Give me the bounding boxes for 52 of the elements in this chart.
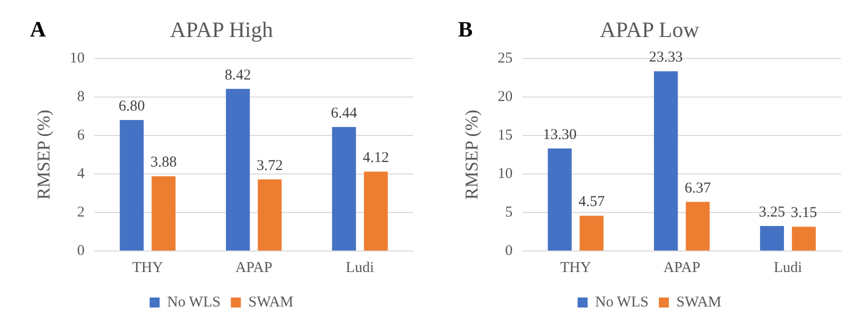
bar xyxy=(152,176,176,250)
y-tick-label: 0 xyxy=(77,242,85,259)
bar xyxy=(654,71,678,250)
bar xyxy=(332,126,356,250)
y-tick-label: 6 xyxy=(77,127,86,144)
bar xyxy=(364,172,388,250)
legend-label: SWAM xyxy=(676,294,722,310)
x-tick-label: Ludi xyxy=(774,260,802,276)
y-tick-label: 8 xyxy=(77,88,85,105)
y-tick-label: 0 xyxy=(505,242,513,259)
data-label: 3.15 xyxy=(790,205,817,222)
text: A xyxy=(30,16,46,42)
y-tick-label: 10 xyxy=(70,50,85,66)
bar xyxy=(792,226,816,250)
chart-title: APAP High xyxy=(170,16,273,42)
chart-title: APAP Low xyxy=(600,16,700,42)
bar xyxy=(580,216,604,250)
y-tick-label: 25 xyxy=(498,50,513,66)
bar xyxy=(686,202,710,250)
x-tick-label: APAP xyxy=(663,260,700,276)
y-axis-title: RMSEP (%) xyxy=(34,110,54,200)
y-tick-label: 20 xyxy=(498,88,513,105)
x-tick-label: THY xyxy=(132,260,164,276)
data-label: 4.57 xyxy=(578,194,606,210)
data-label: 3.88 xyxy=(150,154,177,171)
y-tick-label: 4 xyxy=(77,166,86,182)
bar xyxy=(120,120,144,250)
y-axis-title: RMSEP (%) xyxy=(462,110,482,200)
bar xyxy=(548,148,572,250)
data-label: 4.12 xyxy=(362,150,389,166)
bar xyxy=(760,226,784,250)
x-tick-label: Ludi xyxy=(346,260,374,276)
x-tick-label: APAP xyxy=(235,260,272,276)
legend-label: No WLS xyxy=(167,294,221,310)
legend-label: No WLS xyxy=(595,294,649,310)
y-tick-label: 15 xyxy=(498,127,513,144)
bar xyxy=(258,179,282,250)
data-label: 8.42 xyxy=(224,67,252,84)
data-label: 6.44 xyxy=(330,105,358,122)
bar xyxy=(226,88,250,250)
x-tick-label: THY xyxy=(560,260,592,276)
data-label: 23.33 xyxy=(649,50,683,66)
legend-label: SWAM xyxy=(248,294,294,310)
text: B xyxy=(458,16,473,42)
data-label: 3.72 xyxy=(256,158,283,174)
y-tick-label: 10 xyxy=(498,166,513,182)
data-label: 3.25 xyxy=(758,204,786,220)
data-label: 6.37 xyxy=(684,180,712,196)
y-tick-label: 5 xyxy=(505,204,513,220)
data-label: 6.80 xyxy=(118,98,145,114)
data-label: 13.30 xyxy=(542,126,577,143)
y-tick-label: 2 xyxy=(77,204,85,220)
